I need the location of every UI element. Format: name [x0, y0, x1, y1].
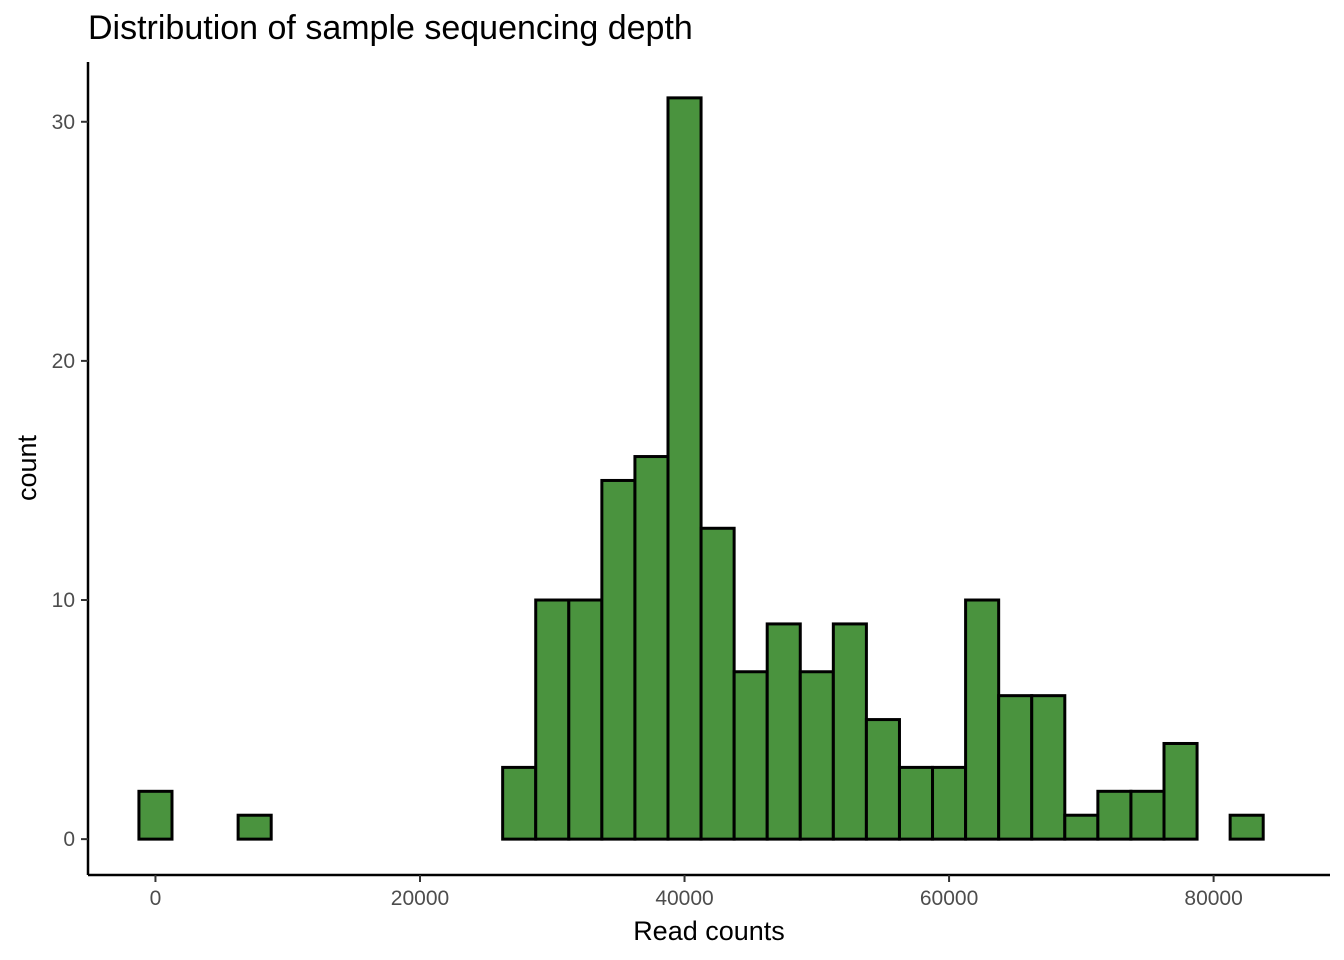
histogram-bar [534, 598, 571, 841]
histogram-bar [633, 455, 670, 841]
x-tick-label: 40000 [655, 887, 713, 910]
y-tick-label: 20 [52, 350, 75, 373]
y-axis-ticks: 0 10 20 30 [52, 111, 88, 851]
histogram-bar [765, 622, 802, 841]
histogram-bar [1063, 813, 1100, 841]
histogram-bar [501, 765, 538, 841]
chart-title: Distribution of sample sequencing depth [88, 9, 693, 47]
x-tick-label: 20000 [391, 887, 449, 910]
histogram-bar [666, 96, 703, 841]
histogram-bar [732, 670, 769, 841]
y-axis-title: count [12, 434, 42, 501]
histogram-bar [831, 622, 868, 841]
histogram-bar [699, 526, 736, 841]
histogram-bar [236, 813, 273, 841]
histogram-bar [798, 670, 835, 841]
histogram-bar [567, 598, 604, 841]
x-tick-label: 80000 [1184, 887, 1242, 910]
histogram-bar [997, 694, 1034, 841]
histogram-bar [964, 598, 1001, 841]
histogram-bar [931, 765, 968, 841]
histogram-bar [1129, 789, 1166, 841]
y-tick-label: 30 [52, 111, 75, 134]
histogram-bar [864, 718, 901, 841]
histogram-bar [600, 478, 637, 841]
histogram-bar [897, 765, 935, 841]
x-axis-title: Read counts [633, 916, 785, 946]
y-tick-label: 10 [52, 589, 75, 612]
x-axis-ticks: 0 20000 40000 60000 80000 [150, 875, 1243, 910]
histogram-bar [1228, 813, 1265, 841]
x-tick-label: 0 [150, 887, 162, 910]
histogram-bar [137, 789, 174, 841]
y-tick-label: 0 [63, 828, 75, 851]
x-tick-label: 60000 [920, 887, 978, 910]
histogram-bar [1096, 789, 1133, 841]
histogram-bar [1162, 741, 1199, 841]
bars-group [137, 96, 1265, 841]
histogram-bar [1030, 694, 1067, 841]
